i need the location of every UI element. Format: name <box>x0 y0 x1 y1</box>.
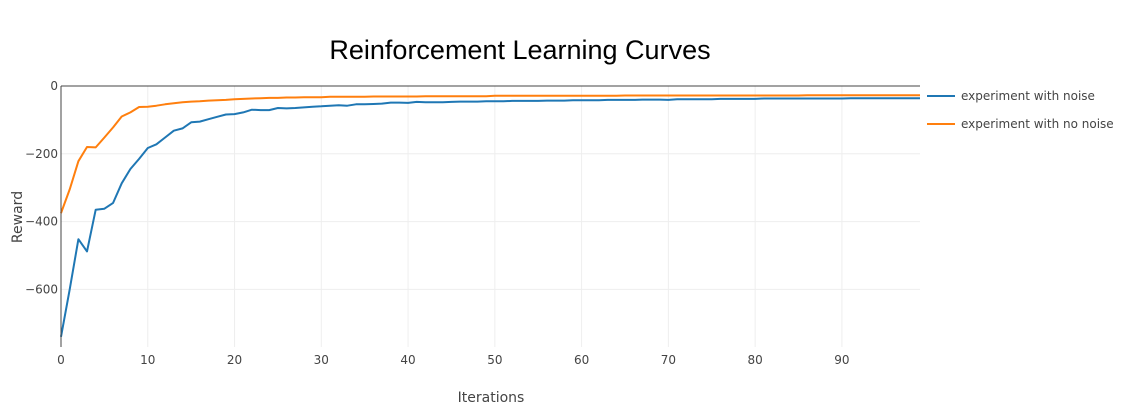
x-axis-title: Iterations <box>458 390 525 406</box>
axes <box>60 85 920 347</box>
legend-label: experiment with no noise <box>961 117 1114 131</box>
x-tick-label: 10 <box>140 353 155 367</box>
y-tick-label: −600 <box>25 282 58 296</box>
x-tick-label: 90 <box>834 353 849 367</box>
x-tick-label: 70 <box>661 353 676 367</box>
y-tick-label: 0 <box>50 79 58 93</box>
series-lines <box>60 94 920 337</box>
chart-title: Reinforcement Learning Curves <box>329 35 710 65</box>
x-tick-label: 0 <box>57 353 65 367</box>
series-line-1 <box>60 94 920 214</box>
x-tick-label: 20 <box>227 353 242 367</box>
legend: experiment with noise experiment with no … <box>927 89 1114 131</box>
x-tick-label: 40 <box>400 353 415 367</box>
legend-label: experiment with noise <box>961 89 1095 103</box>
gridlines <box>61 86 920 347</box>
x-tick-label: 80 <box>748 353 763 367</box>
y-tick-label: −200 <box>25 147 58 161</box>
y-tick-label: −400 <box>25 215 58 229</box>
tick-labels: 0 10 20 30 40 50 60 70 80 90 0 −200 −400 −600 <box>25 79 850 367</box>
x-tick-label: 30 <box>314 353 329 367</box>
y-axis-title: Reward <box>10 191 26 243</box>
x-tick-label: 60 <box>574 353 589 367</box>
series-line-0 <box>60 97 920 337</box>
x-tick-label: 50 <box>487 353 502 367</box>
